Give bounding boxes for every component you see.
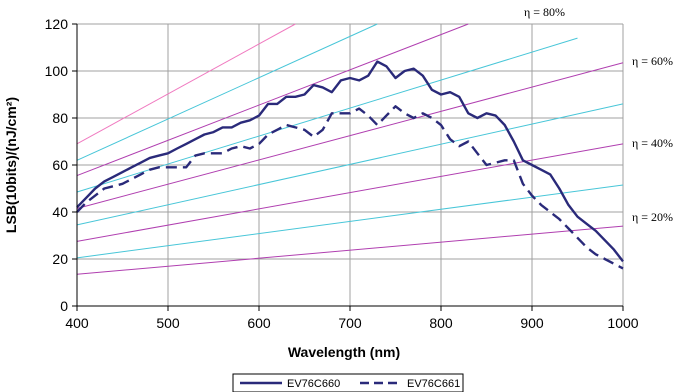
eta-label-40: η = 40%: [632, 136, 673, 150]
grid-lines: [76, 23, 624, 307]
legend-label-ev76c660: EV76C660: [287, 378, 340, 390]
y-axis-title: LSB(10bits)/(nJ/cm²): [3, 97, 19, 233]
x-tick-labels: 400 500 600 700 800 900 1000: [65, 315, 638, 331]
x-tick-label-600: 600: [247, 315, 271, 331]
x-tick-label-400: 400: [65, 315, 89, 331]
efficiency-reference-lines: [76, 23, 624, 275]
plot-frame: [72, 23, 624, 311]
legend: EV76C660 EV76C661: [232, 373, 464, 392]
x-tick-label-500: 500: [156, 315, 180, 331]
efficiency-line-3: [76, 143, 624, 242]
y-tick-label-60: 60: [52, 157, 68, 173]
x-tick-label-900: 900: [520, 315, 544, 331]
y-tick-label-20: 20: [52, 251, 68, 267]
efficiency-line-8: [76, 23, 378, 161]
x-tick-label-700: 700: [338, 315, 362, 331]
eta-label-80: η = 80%: [524, 5, 565, 19]
x-axis-title: Wavelength (nm): [288, 344, 400, 360]
series-line-ev76c661: [76, 105, 624, 270]
legend-label-ev76c661: EV76C661: [407, 378, 460, 390]
y-tick-label-40: 40: [52, 204, 68, 220]
efficiency-line-5: [76, 62, 624, 209]
efficiency-line-1: [76, 225, 624, 275]
data-series: [76, 60, 624, 270]
eta-label-60: η = 60%: [632, 54, 673, 68]
efficiency-line-9: [76, 23, 296, 145]
series-line-ev76c660: [76, 60, 624, 263]
y-tick-label-80: 80: [52, 110, 68, 126]
y-tick-label-100: 100: [45, 63, 69, 79]
x-tick-label-800: 800: [429, 315, 453, 331]
y-tick-label-120: 120: [45, 16, 69, 32]
y-tick-labels: 0 20 40 60 80 100 120: [45, 16, 69, 314]
efficiency-line-6: [76, 37, 578, 193]
legend-box: [232, 373, 464, 392]
efficiency-line-4: [76, 103, 624, 226]
y-tick-label-0: 0: [60, 298, 68, 314]
efficiency-line-7: [76, 23, 469, 177]
x-tick-label-1000: 1000: [607, 315, 638, 331]
eta-label-20: η = 20%: [632, 210, 673, 224]
